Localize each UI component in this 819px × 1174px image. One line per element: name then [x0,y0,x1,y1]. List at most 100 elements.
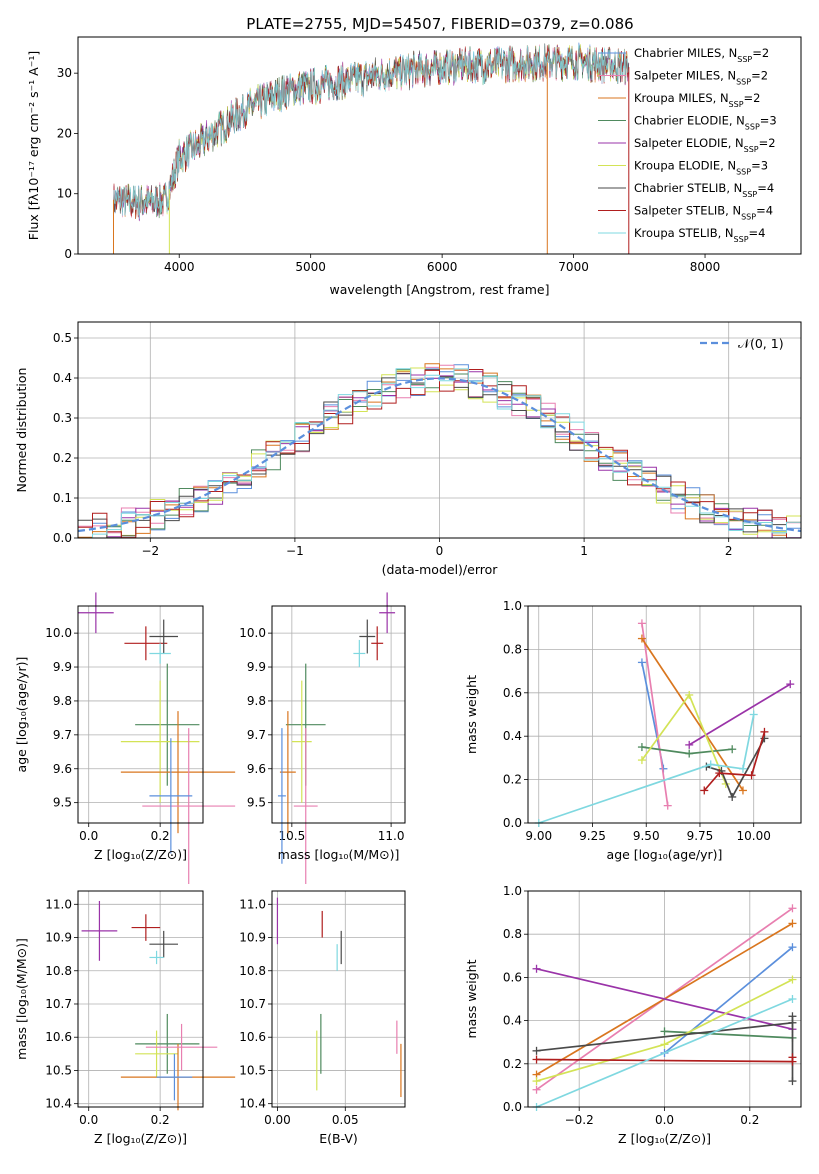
age_vs_mass-ytick-label: 9.9 [247,660,266,674]
residuals-ytick-label: 0.5 [53,331,72,345]
spectrum-xlabel: wavelength [Angstrom, rest frame] [329,282,549,297]
weight_vs_age-ytick-label: 0.6 [503,686,522,700]
residuals-frame [77,321,802,539]
mass_vs_Z-xlabel: Z [log₁₀(Z/Z⊙)] [94,1131,187,1146]
mass_vs_Z-ytick-label: 10.6 [45,1030,72,1044]
weight_vs_Z-xtick-label: 0.0 [655,1113,674,1127]
weight_vs_Z-ytick-label: 0.0 [503,1100,522,1114]
weight_vs_age-ytick-label: 0.0 [503,816,522,830]
weight_vs_age-ytick-label: 1.0 [503,599,522,613]
weight_vs_age-xlabel: age [log₁₀(age/yr)] [607,847,723,862]
spectrum-ytick-label: 0 [64,247,72,261]
mass_vs_ebv-xtick-label: 0.05 [332,1113,359,1127]
weight_vs_Z-frame [527,890,802,1108]
weight_vs_age-xtick-label: 10.00 [737,829,771,843]
weight_vs_age-series [538,714,755,824]
weight_vs_Z-ytick-label: 0.2 [503,1057,522,1071]
age_vs_Z-ytick-label: 10.0 [45,626,72,640]
age_vs_Z-ytick-label: 9.5 [53,796,72,810]
residuals-xtick-label: 0 [436,544,444,558]
weight_vs_age-series [688,683,791,746]
legend-label: Salpeter ELODIE, NSSP=2 [634,136,776,154]
legend-label: Kroupa ELODIE, NSSP=3 [634,159,768,177]
spectrum-ytick-label: 30 [57,66,72,80]
legend-label: Chabrier ELODIE, NSSP=3 [634,114,777,132]
mass_vs_ebv-ytick-label: 10.7 [239,997,266,1011]
age_vs_Z-ylabel: age [log₁₀(age/yr)] [14,657,29,773]
spectrum-ylabel: Flux [fλ10⁻¹⁷ erg cm⁻² s⁻¹ A⁻¹] [26,51,41,240]
weight_vs_age-ytick-label: 0.2 [503,773,522,787]
weight_vs_Z-xtick-label: −0.2 [565,1113,594,1127]
age_vs_mass-frame [271,605,406,824]
residuals-ytick-label: 0.1 [53,491,72,505]
spectrum-xtick-label: 8000 [690,260,721,274]
mass_vs_Z-ytick-label: 10.7 [45,997,72,1011]
age_vs_mass-ytick-label: 9.6 [247,762,266,776]
mass_vs_Z-frame [77,890,204,1108]
age_vs_mass-ytick-label: 9.7 [247,728,266,742]
age_vs_Z-ytick-label: 9.6 [53,762,72,776]
residuals-xtick-label: −1 [286,544,304,558]
residuals-xlabel: (data-model)/error [382,562,499,577]
age_vs_Z-frame [77,605,204,824]
mass_vs_Z-ytick-label: 10.5 [45,1063,72,1077]
legend-label: Kroupa STELIB, NSSP=4 [634,226,765,244]
mass_vs_ebv-ytick-label: 11.0 [239,897,266,911]
spectrum-frame [77,36,802,255]
legend-label: Salpeter STELIB, NSSP=4 [634,204,773,222]
residuals-xtick-label: −2 [141,544,159,558]
weight_vs_Z-ylabel: mass weight [464,959,479,1038]
weight_vs_Z-series [536,1016,794,1082]
weight_vs_age-ytick-label: 0.8 [503,642,522,656]
weight_vs_age-series [706,737,766,799]
mass_vs_Z-ylabel: mass [log₁₀(M/M⊙)] [14,938,29,1060]
mass_vs_Z-ytick-label: 11.0 [45,897,72,911]
weight_vs_age-ytick-label: 0.4 [503,729,522,743]
legend-label: Chabrier MILES, NSSP=2 [634,46,769,64]
mass_vs_ebv-ytick-label: 10.5 [239,1063,266,1077]
residuals-ytick-label: 0.4 [53,371,72,385]
age_vs_Z-ytick-label: 9.8 [53,694,72,708]
age_vs_Z-xtick-label: 0.2 [151,829,170,843]
legend-label: Kroupa MILES, NSSP=2 [634,91,760,109]
normal-curve [77,377,802,533]
mass_vs_ebv-xtick-label: 0.00 [264,1113,291,1127]
spectrum-xtick-label: 4000 [164,260,195,274]
mass_vs_Z-ytick-label: 10.8 [45,964,72,978]
spectrum-xtick-label: 6000 [427,260,458,274]
age_vs_mass-xtick-label: 10.5 [278,829,305,843]
weight_vs_Z-xtick-label: 0.2 [740,1113,759,1127]
weight_vs_Z-series [663,946,794,1054]
age_vs_mass-ytick-label: 10.0 [239,626,266,640]
spectrum-xtick-label: 5000 [295,260,326,274]
weight_vs_Z-ytick-label: 1.0 [503,884,522,898]
weight_vs_age-frame [527,605,802,824]
weight_vs_Z-ytick-label: 0.4 [503,1014,522,1028]
weight_vs_Z-ytick-label: 0.8 [503,927,522,941]
residuals-xtick-label: 2 [725,544,733,558]
mass_vs_Z-xtick-label: 0.2 [151,1113,170,1127]
weight_vs_age-xtick-label: 9.25 [579,829,606,843]
residuals-ytick-label: 0.3 [53,411,72,425]
age_vs_Z-ytick-label: 9.9 [53,660,72,674]
age_vs_Z-xlabel: Z [log₁₀(Z/Z⊙)] [94,847,187,862]
age_vs_Z-xtick-label: 0.0 [79,829,98,843]
weight_vs_age-series [703,731,766,792]
mass_vs_Z-xtick-label: 0.0 [79,1113,98,1127]
mass_vs_ebv-xlabel: E(B-V) [319,1131,358,1146]
mass_vs_ebv-ytick-label: 10.4 [239,1097,266,1111]
residuals-xtick-label: 1 [580,544,588,558]
legend-label: Chabrier STELIB, NSSP=4 [634,181,774,199]
weight_vs_age-xtick-label: 9.75 [687,829,714,843]
legend-label-normal: 𝒩(0, 1) [738,336,784,351]
mass_vs_ebv-ytick-label: 10.9 [239,931,266,945]
weight_vs_Z-series [536,967,793,1031]
spectrum-ytick-label: 20 [57,126,72,140]
residuals-ylabel: Normed distribution [14,368,29,493]
residuals-ytick-label: 0.0 [53,531,72,545]
mass_vs_ebv-frame [271,890,406,1108]
weight_vs_age-xtick-label: 9.00 [525,829,552,843]
mass_vs_ebv-ytick-label: 10.6 [239,1030,266,1044]
mass_vs_ebv-ytick-label: 10.8 [239,964,266,978]
